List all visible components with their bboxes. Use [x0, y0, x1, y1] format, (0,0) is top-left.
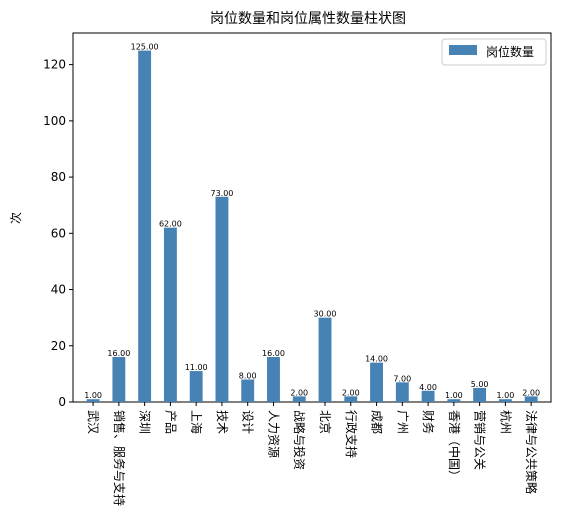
bar-value-label: 5.00	[471, 380, 489, 389]
bar	[421, 390, 435, 402]
bar-value-label: 4.00	[419, 383, 437, 392]
bar	[189, 371, 203, 402]
bar	[267, 357, 280, 402]
bar	[447, 399, 461, 402]
x-tick-label: 广州	[395, 410, 409, 434]
y-tick-label: 60	[51, 226, 66, 240]
x-tick-label: 战略与投资	[292, 410, 307, 470]
bar-value-label: 7.00	[393, 374, 411, 383]
x-tick-label: 人力资源	[266, 410, 280, 458]
bar	[370, 362, 383, 402]
x-tick-label: 武汉	[86, 410, 100, 434]
bar-value-label: 16.00	[262, 349, 285, 358]
x-tick-label: 成都	[370, 410, 384, 434]
bar	[318, 317, 332, 402]
bar-value-label: 1.00	[496, 391, 514, 400]
bar-value-label: 1.00	[84, 391, 102, 400]
bar-value-label: 14.00	[365, 355, 388, 364]
bar-value-label: 1.00	[445, 391, 463, 400]
x-tick-label: 上海	[189, 410, 204, 434]
x-tick-label: 法律与公共策略	[524, 410, 539, 494]
bar	[163, 227, 177, 402]
plot-area	[72, 32, 552, 403]
x-axis: 武汉 销售、服务与支持 深圳 产品 上海 技术 设计 人力资源 战略与投资 北京 行政支持 成都 广州财…	[86, 402, 539, 506]
bar-value-label: 11.00	[185, 363, 208, 372]
y-tick-label: 40	[51, 283, 66, 297]
x-tick-label: 财务	[421, 410, 436, 434]
bar-value-label: 16.00	[107, 349, 130, 358]
bar	[344, 396, 358, 402]
legend-label: 岗位数量	[486, 44, 534, 59]
x-tick-label: 技术	[215, 410, 229, 434]
x-tick-label: 北京	[318, 410, 332, 434]
bar-series	[86, 50, 538, 402]
bar-value-label: 125.00	[131, 43, 159, 52]
x-tick-label: 产品	[163, 410, 177, 434]
bar	[292, 396, 306, 402]
x-tick-label: 行政支持	[344, 410, 359, 458]
legend-swatch	[449, 45, 477, 55]
bar-value-label: 2.00	[522, 388, 540, 397]
bar	[86, 399, 100, 402]
bar-value-label: 30.00	[314, 310, 337, 319]
y-axis-label: 次	[9, 212, 23, 224]
legend: 岗位数量	[441, 38, 547, 66]
y-tick-label: 0	[58, 395, 66, 409]
x-tick-label: 营销与公关	[473, 410, 487, 470]
x-tick-label: 设计	[241, 410, 255, 434]
chart-title: 岗位数量和岗位属性数量柱状图	[210, 11, 406, 27]
bar-value-label: 62.00	[159, 220, 182, 229]
bar	[524, 396, 538, 402]
bar	[112, 357, 126, 402]
bar	[498, 399, 512, 402]
y-tick-label: 120	[43, 58, 66, 72]
bar-value-label: 8.00	[239, 372, 257, 381]
x-tick-label: 杭州	[498, 410, 513, 434]
bar-value-label: 73.00	[210, 189, 233, 198]
x-tick-label: 销售、服务与支持	[112, 410, 127, 506]
bar	[241, 379, 255, 402]
x-tick-label: 深圳	[138, 410, 152, 434]
y-tick-label: 80	[51, 170, 66, 184]
bar-value-label: 2.00	[342, 388, 360, 397]
y-tick-label: 20	[51, 339, 66, 353]
axes-frame	[72, 32, 552, 403]
bar	[215, 196, 229, 402]
bar	[395, 382, 409, 402]
x-tick-label: 香港（中国）	[447, 410, 462, 482]
bar-value-label: 2.00	[290, 388, 308, 397]
value-labels: 1.00 16.00 125.00 62.00 11.00 73.00 8.00 16.00 2…	[84, 43, 540, 401]
bar	[138, 50, 152, 402]
y-tick-label: 100	[43, 114, 66, 128]
y-axis: 0 20 40 60 80 100 120	[43, 58, 73, 409]
bar	[473, 387, 487, 402]
